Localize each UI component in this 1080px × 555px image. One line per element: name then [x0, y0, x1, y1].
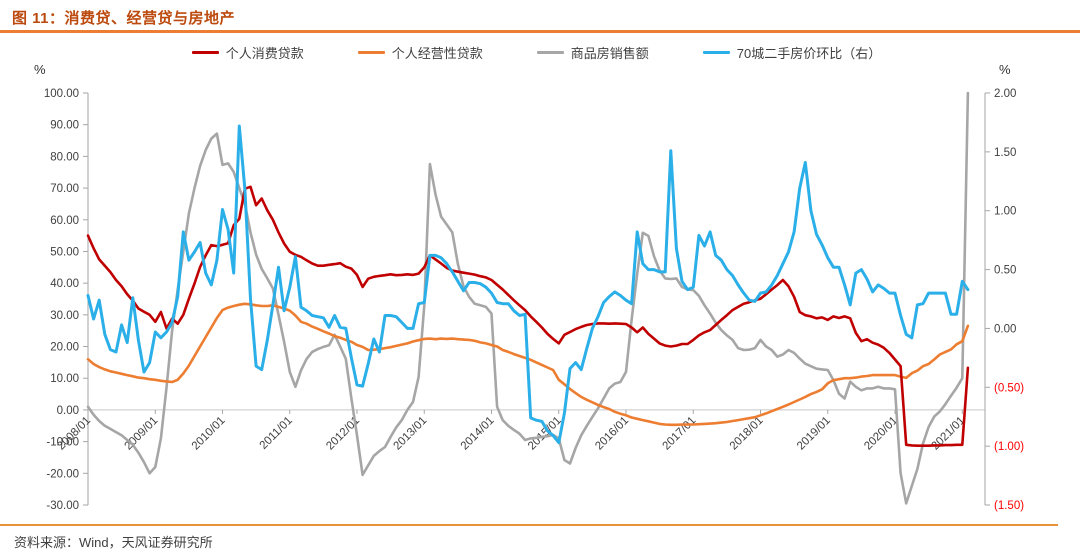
legend-swatch	[357, 50, 385, 55]
legend-label: 70城二手房价环比（右）	[736, 46, 882, 61]
x-axis-tick-label: 2016/01	[593, 415, 631, 453]
footer-divider	[0, 524, 1058, 526]
right-axis-tick-label: 0.00	[994, 323, 1016, 335]
x-axis-tick-label: 2011/01	[258, 415, 295, 452]
legend-swatch	[702, 50, 730, 55]
left-axis-tick-label: 30.00	[50, 310, 79, 322]
right-axis-tick-label: 1.50	[994, 147, 1016, 159]
footer-source: 资料来源：Wind，天风证券研究所	[14, 535, 213, 550]
chart-title: 图 11：消费贷、经营贷与房地产	[12, 10, 236, 27]
right-axis-tick-label: (1.50)	[994, 500, 1024, 512]
legend-label: 个人消费贷款	[225, 46, 304, 61]
legend-swatch	[191, 50, 219, 55]
title-divider	[0, 30, 1080, 33]
chart-legend: 个人消费贷款 个人经营性贷款 商品房销售额 70城二手房价环比（右）	[88, 43, 985, 62]
left-axis-tick-label: 40.00	[50, 278, 79, 290]
x-axis-tick-label: 2014/01	[459, 415, 497, 453]
legend-swatch	[536, 50, 564, 55]
left-axis-tick-label: 60.00	[50, 215, 79, 227]
left-axis-tick-label: -30.00	[46, 500, 79, 512]
series-line-2	[86, 91, 970, 505]
left-axis-tick-label: 50.00	[50, 246, 79, 258]
left-axis-tick-label: 70.00	[50, 183, 79, 195]
legend-label: 个人经营性贷款	[391, 46, 483, 61]
series-line-3	[86, 124, 970, 445]
x-axis-tick-label: 2020/01	[862, 415, 900, 453]
right-axis-tick-label: 1.00	[994, 206, 1016, 218]
x-axis-tick-label: 2013/01	[391, 415, 429, 453]
legend-item: 70城二手房价环比（右）	[702, 43, 882, 62]
x-axis-tick-label: 2017/01	[660, 415, 698, 453]
legend-item: 商品房销售额	[536, 43, 649, 62]
left-axis-tick-label: 0.00	[57, 405, 79, 417]
left-axis-tick-label: 20.00	[50, 342, 79, 354]
left-axis-tick-label: 90.00	[50, 120, 79, 132]
x-axis-tick-label: 2021/01	[929, 415, 967, 453]
x-axis-tick-label: 2015/01	[526, 415, 564, 453]
legend-item: 个人消费贷款	[191, 43, 304, 62]
right-axis-tick-label: 0.50	[994, 265, 1016, 277]
legend-label: 商品房销售额	[570, 46, 649, 61]
legend-item: 个人经营性贷款	[357, 43, 483, 62]
left-axis-tick-label: 100.00	[44, 88, 79, 100]
right-axis-tick-label: (0.50)	[994, 382, 1024, 394]
x-axis-tick-label: 2010/01	[190, 415, 228, 453]
left-axis-tick-label: 80.00	[50, 151, 79, 163]
left-axis-tick-label: -20.00	[46, 468, 79, 480]
right-axis-unit-label: %	[999, 62, 1011, 77]
right-axis-tick-label: (1.00)	[994, 441, 1024, 453]
left-axis-tick-label: 10.00	[50, 373, 79, 385]
x-axis-tick-label: 2009/01	[122, 415, 160, 453]
x-axis-tick-label: 2019/01	[795, 415, 833, 453]
left-axis-unit-label: %	[34, 62, 46, 77]
left-axis-tick-label: -10.00	[46, 437, 79, 449]
right-axis-tick-label: 2.00	[994, 88, 1016, 100]
